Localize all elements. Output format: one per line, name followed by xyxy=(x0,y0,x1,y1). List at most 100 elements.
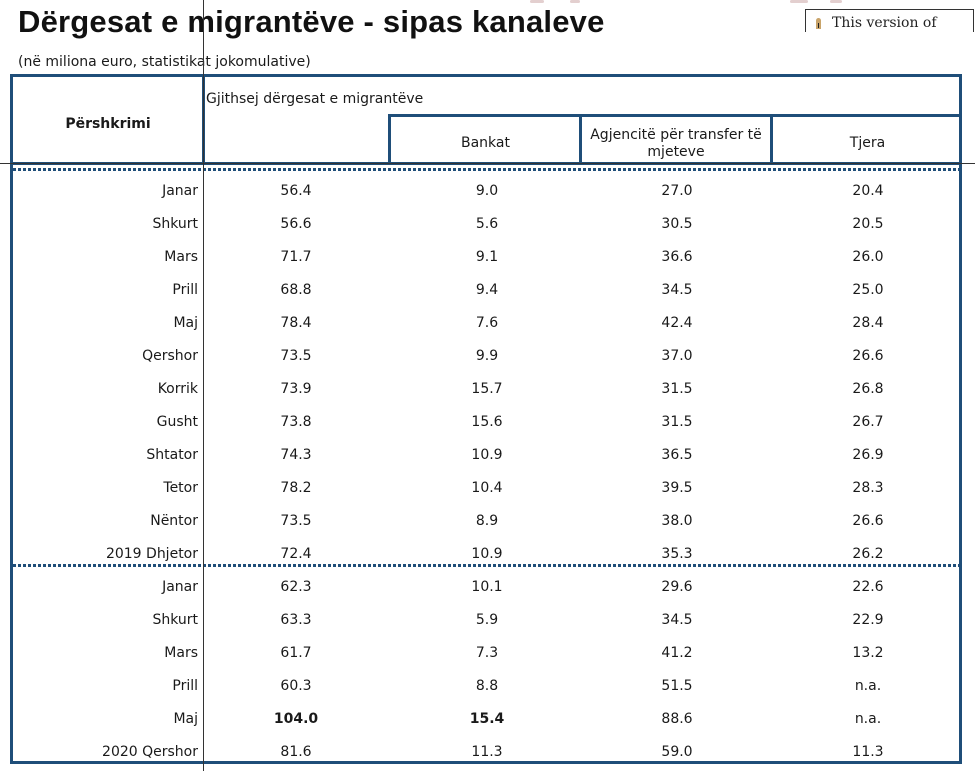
cell-tjera: 28.4 xyxy=(852,315,884,331)
cell-total: 71.7 xyxy=(280,249,312,265)
cell-bankat: 9.0 xyxy=(475,183,499,199)
cell-bankat: 15.7 xyxy=(471,381,503,397)
page-subtitle: (në miliona euro, statistikat jokomulati… xyxy=(18,54,311,70)
cell-total: 60.3 xyxy=(280,678,312,694)
cell-agjencite: 41.2 xyxy=(661,645,693,661)
row-label: Prill xyxy=(172,282,198,298)
row-label: Prill xyxy=(172,678,198,694)
column-divider xyxy=(770,114,773,165)
cell-bankat: 5.6 xyxy=(475,216,499,232)
cell-total: 73.5 xyxy=(280,513,312,529)
cell-agjencite: 88.6 xyxy=(661,711,693,727)
cell-agjencite: 29.6 xyxy=(661,579,693,595)
row-label: Janar xyxy=(162,183,198,199)
row-label: Shkurt xyxy=(152,612,198,628)
cell-agjencite: 31.5 xyxy=(661,381,693,397)
cell-tjera: 22.6 xyxy=(852,579,884,595)
cell-tjera: 26.6 xyxy=(852,348,884,364)
cell-bankat: 9.4 xyxy=(475,282,499,298)
cell-bankat: 10.4 xyxy=(471,480,503,496)
cell-total: 68.8 xyxy=(280,282,312,298)
cell-agjencite: 36.6 xyxy=(661,249,693,265)
cell-bankat: 7.3 xyxy=(475,645,499,661)
row-label: Maj xyxy=(173,315,198,331)
cell-total: 81.6 xyxy=(280,744,312,760)
cell-agjencite: 31.5 xyxy=(661,414,693,430)
row-label: Korrik xyxy=(157,381,198,397)
column-divider xyxy=(388,114,391,165)
cell-total: 56.6 xyxy=(280,216,312,232)
version-notice[interactable]: This version of xyxy=(805,9,974,32)
lock-icon xyxy=(816,18,821,29)
cell-agjencite: 30.5 xyxy=(661,216,693,232)
cell-total: 56.4 xyxy=(280,183,312,199)
remittances-table xyxy=(10,74,962,764)
cell-tjera: 22.9 xyxy=(852,612,884,628)
row-label: Janar xyxy=(162,579,198,595)
cell-bankat: 8.8 xyxy=(475,678,499,694)
header-agjencite: Agjencitë për transfer të mjeteve xyxy=(590,127,762,160)
header-dotted-divider xyxy=(13,168,959,171)
row-label: Qershor xyxy=(142,348,198,364)
cell-agjencite: 27.0 xyxy=(661,183,693,199)
page-title: Dërgesat e migrantëve - sipas kanaleve xyxy=(18,4,605,39)
guide-line-horizontal xyxy=(0,163,975,164)
cell-total: 61.7 xyxy=(280,645,312,661)
row-label: 2019 Dhjetor xyxy=(105,546,198,562)
cell-agjencite: 37.0 xyxy=(661,348,693,364)
cell-tjera: n.a. xyxy=(854,711,882,727)
subheader-top-border xyxy=(388,114,961,117)
cell-agjencite: 38.0 xyxy=(661,513,693,529)
cell-tjera: 26.6 xyxy=(852,513,884,529)
version-notice-text: This version of xyxy=(832,15,937,31)
cell-bankat: 15.4 xyxy=(469,711,505,727)
cell-bankat: 7.6 xyxy=(475,315,499,331)
row-label: Shkurt xyxy=(152,216,198,232)
column-divider xyxy=(579,114,582,165)
header-bankat: Bankat xyxy=(461,135,510,151)
cell-agjencite: 51.5 xyxy=(661,678,693,694)
cell-tjera: 13.2 xyxy=(852,645,884,661)
cell-total: 74.3 xyxy=(280,447,312,463)
cell-tjera: 26.9 xyxy=(852,447,884,463)
cell-tjera: 26.8 xyxy=(852,381,884,397)
cell-tjera: n.a. xyxy=(854,678,882,694)
cell-bankat: 5.9 xyxy=(475,612,499,628)
cell-bankat: 15.6 xyxy=(471,414,503,430)
cell-total: 73.9 xyxy=(280,381,312,397)
cell-agjencite: 34.5 xyxy=(661,282,693,298)
cell-total: 72.4 xyxy=(280,546,312,562)
cell-bankat: 10.1 xyxy=(471,579,503,595)
guide-line-vertical xyxy=(203,0,204,771)
cell-bankat: 9.1 xyxy=(475,249,499,265)
header-group-total: Gjithsej dërgesat e migrantëve xyxy=(206,91,424,107)
row-label: Shtator xyxy=(146,447,198,463)
cell-agjencite: 59.0 xyxy=(661,744,693,760)
cell-tjera: 26.0 xyxy=(852,249,884,265)
year-dotted-divider xyxy=(13,564,959,567)
header-tjera: Tjera xyxy=(849,135,886,151)
cell-bankat: 9.9 xyxy=(475,348,499,364)
header-description: Përshkrimi xyxy=(65,116,151,132)
cell-agjencite: 35.3 xyxy=(661,546,693,562)
row-label: Mars xyxy=(164,249,198,265)
cell-total: 78.2 xyxy=(280,480,312,496)
row-label: Maj xyxy=(173,711,198,727)
cell-tjera: 26.2 xyxy=(852,546,884,562)
cell-total: 78.4 xyxy=(280,315,312,331)
cell-total: 63.3 xyxy=(280,612,312,628)
cell-total: 73.5 xyxy=(280,348,312,364)
cell-tjera: 11.3 xyxy=(852,744,884,760)
cell-agjencite: 34.5 xyxy=(661,612,693,628)
cell-bankat: 10.9 xyxy=(471,546,503,562)
cell-tjera: 28.3 xyxy=(852,480,884,496)
cell-bankat: 10.9 xyxy=(471,447,503,463)
cell-agjencite: 42.4 xyxy=(661,315,693,331)
cell-tjera: 25.0 xyxy=(852,282,884,298)
cell-tjera: 26.7 xyxy=(852,414,884,430)
cell-agjencite: 39.5 xyxy=(661,480,693,496)
cell-agjencite: 36.5 xyxy=(661,447,693,463)
cell-total: 73.8 xyxy=(280,414,312,430)
cropped-header-remnant xyxy=(530,0,920,3)
cell-tjera: 20.4 xyxy=(852,183,884,199)
